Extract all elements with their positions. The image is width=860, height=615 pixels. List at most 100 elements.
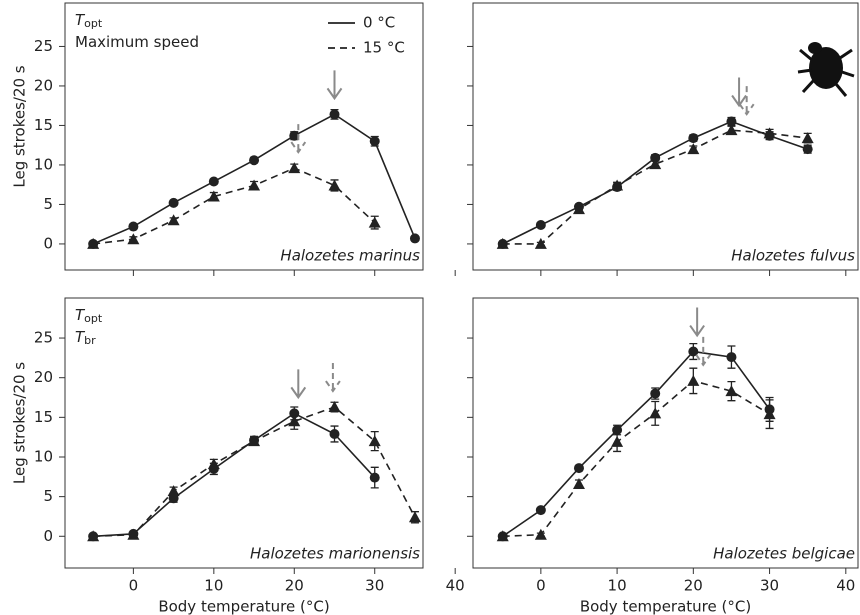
data-point [288,415,301,427]
series-line [502,379,770,538]
data-point [167,485,180,497]
data-point [289,130,300,141]
y-tick-label: 10 [34,155,53,173]
topt-arrow [738,86,755,116]
data-point [288,162,301,174]
data-point [572,477,585,489]
data-point [801,132,814,144]
data-point [329,109,340,120]
x-axis-label: Body temperature (°C) [158,598,329,615]
data-point [368,435,381,447]
data-point [409,233,420,244]
data-point [650,388,661,399]
data-point [369,136,380,147]
data-point [573,463,584,474]
x-axis-label: Body temperature (°C) [580,598,751,615]
x-tick-label: 40 [446,577,465,595]
y-tick-label: 10 [34,447,53,465]
data-point [167,214,180,226]
x-tick-label: 10 [608,577,627,595]
data-point [248,179,261,191]
data-point [535,505,546,516]
x-tick-label: 30 [365,577,384,595]
x-tick-label: 20 [684,577,703,595]
data-point [534,237,547,249]
data-point [649,158,662,170]
data-point [649,407,662,419]
y-axis-label: Leg strokes/20 s [11,362,29,484]
legend-label: 0 °C [363,14,395,32]
note-subscript: opt [84,17,103,30]
panel-title: Halozetes marinus [280,247,420,265]
plot-frame [64,297,424,569]
x-tick-label: 0 [536,577,546,595]
data-point [168,197,179,208]
series-line [502,350,771,537]
data-point [688,346,699,357]
data-point [726,352,737,363]
legend-label: 15 °C [363,39,405,57]
topt-arrow [290,369,307,400]
panel-title: Halozetes belgicae [713,545,855,563]
y-tick-label: 5 [43,195,53,213]
data-point [128,221,139,232]
data-point [87,530,100,542]
data-point [611,179,624,191]
data-point [496,237,509,249]
note-symbol: T [75,328,86,346]
data-point [726,116,737,127]
data-point [87,237,100,249]
x-tick-label: 30 [760,577,779,595]
mite-icon [797,42,855,97]
topt-arrow [326,70,343,101]
data-point [688,133,699,144]
note-text: Maximum speed [75,33,199,51]
y-tick-label: 5 [43,487,53,505]
panel-note: Maximum speed [75,33,199,51]
y-tick-label: 15 [34,116,53,134]
note-symbol: T [75,11,86,29]
note-symbol: T [75,306,86,324]
panel-title: Halozetes fulvus [731,247,855,265]
topt-arrow [689,307,705,338]
data-point [687,374,700,386]
x-tick-label: 20 [285,577,304,595]
y-tick-label: 0 [43,234,53,252]
data-point [127,233,140,245]
note-subscript: opt [84,312,103,325]
data-point [535,219,546,230]
series-line [502,120,808,245]
data-point [763,408,776,420]
data-point [328,401,341,413]
plot-frame [64,2,424,271]
data-point [534,528,547,540]
data-point [207,458,220,470]
x-tick-label: 0 [129,577,139,595]
data-point [368,216,381,228]
series-line [93,167,376,245]
data-point [208,176,219,187]
data-point [329,428,340,439]
data-point [369,472,380,483]
y-tick-label: 0 [43,527,53,545]
data-point [207,190,220,202]
data-point [611,435,624,447]
data-point [763,127,776,139]
y-tick-label: 25 [34,329,53,347]
data-point [408,511,421,523]
panel-title: Halozetes marionensis [250,545,420,563]
topt-arrow [695,336,712,367]
series-line [502,129,808,245]
panel-note: Topt [75,11,103,31]
y-tick-label: 20 [34,368,53,386]
data-point [650,152,661,163]
x-tick-label: 10 [204,577,223,595]
panel-note: Topt [75,306,103,326]
series-line [92,113,416,245]
data-point [249,155,260,166]
data-point [802,144,813,155]
data-point [127,528,140,540]
plot-frame [472,2,859,271]
y-tick-label: 20 [34,76,53,94]
